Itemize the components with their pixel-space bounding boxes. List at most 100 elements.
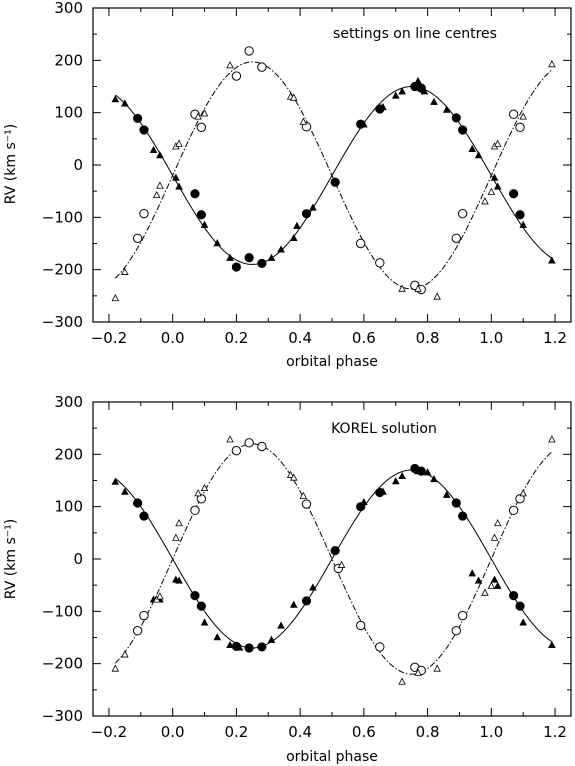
- y-tick-label: 300: [54, 0, 83, 17]
- point-filled-triangle: [156, 151, 164, 159]
- point-open-circle: [231, 445, 242, 456]
- point-filled-triangle: [468, 569, 477, 577]
- y-tick-label: −200: [42, 261, 83, 279]
- point-filled-circle: [451, 498, 461, 508]
- x-tick-label: 1.2: [543, 329, 567, 347]
- y-tick-label: −300: [42, 313, 83, 331]
- point-filled-circle: [244, 643, 254, 653]
- point-filled-circle: [257, 258, 267, 268]
- point-open-triangle: [487, 581, 496, 589]
- point-filled-triangle: [111, 95, 120, 103]
- point-filled-triangle: [379, 487, 387, 495]
- panel-settings-on-line-centres: settings on line centres orbital phase R…: [3, 0, 572, 370]
- point-open-circle: [132, 233, 143, 243]
- point-filled-triangle: [277, 621, 285, 629]
- x-tick-label: 0.6: [352, 723, 376, 741]
- point-open-circle: [244, 46, 254, 56]
- point-filled-circle: [515, 210, 525, 220]
- point-open-circle: [457, 610, 468, 621]
- x-tick-label: 1.0: [479, 723, 503, 741]
- x-tick-label: 0.2: [224, 329, 248, 347]
- point-filled-circle: [190, 591, 200, 601]
- x-axis-label: orbital phase: [286, 354, 378, 370]
- point-filled-triangle: [175, 576, 183, 584]
- point-filled-circle: [196, 601, 206, 611]
- point-filled-triangle: [309, 583, 317, 591]
- x-tick-label: 0.2: [224, 723, 248, 741]
- point-filled-circle: [458, 511, 468, 521]
- point-open-triangle: [200, 109, 209, 117]
- x-tick-label: 1.0: [479, 329, 503, 347]
- point-filled-triangle: [379, 102, 387, 111]
- point-filled-triangle: [121, 99, 129, 107]
- point-filled-triangle: [442, 490, 451, 498]
- point-filled-circle: [139, 511, 149, 521]
- point-filled-triangle: [200, 618, 209, 626]
- point-filled-triangle: [360, 120, 368, 128]
- y-tick-label: 300: [54, 393, 83, 411]
- point-filled-triangle: [309, 203, 317, 211]
- point-filled-triangle: [267, 253, 276, 261]
- y-axis-label: RV (km s⁻¹): [3, 519, 19, 599]
- point-filled-circle: [139, 125, 149, 135]
- panel-korel-solution: KOREL solution orbital phase RV (km s⁻¹)…: [3, 393, 572, 765]
- point-open-triangle: [414, 284, 422, 292]
- point-open-circle: [515, 122, 525, 133]
- point-filled-triangle: [289, 600, 298, 608]
- point-open-triangle: [111, 664, 120, 672]
- point-open-circle: [508, 109, 519, 119]
- point-filled-triangle: [267, 635, 276, 643]
- panel-title: KOREL solution: [331, 421, 437, 437]
- point-filled-circle: [451, 113, 461, 123]
- point-filled-circle: [231, 262, 241, 272]
- point-filled-triangle: [548, 640, 556, 649]
- point-open-triangle: [226, 435, 234, 443]
- point-filled-triangle: [474, 576, 483, 584]
- y-tick-label: 100: [54, 104, 83, 122]
- point-open-circle: [451, 625, 461, 636]
- point-open-circle: [375, 258, 385, 268]
- point-open-triangle: [156, 592, 164, 600]
- point-open-circle: [508, 505, 519, 516]
- point-open-triangle: [175, 518, 183, 527]
- x-tick-label: 0.6: [352, 329, 376, 347]
- x-tick-label: 0.4: [288, 329, 312, 347]
- point-filled-triangle: [423, 468, 432, 476]
- point-filled-triangle: [200, 220, 209, 228]
- point-open-circle: [257, 62, 267, 72]
- y-tick-label: 200: [54, 51, 83, 69]
- point-open-triangle: [337, 560, 346, 568]
- point-open-circle: [132, 625, 143, 636]
- x-tick-label: 0.0: [161, 329, 185, 347]
- y-tick-label: −100: [42, 602, 83, 620]
- point-filled-triangle: [226, 253, 234, 261]
- point-filled-triangle: [442, 105, 451, 113]
- point-filled-triangle: [414, 76, 422, 84]
- point-filled-circle: [257, 642, 267, 652]
- x-axis-label: orbital phase: [286, 749, 378, 765]
- point-filled-triangle: [121, 487, 129, 495]
- point-filled-triangle: [213, 239, 222, 247]
- point-filled-circle: [301, 209, 312, 219]
- point-filled-triangle: [289, 233, 298, 241]
- point-open-triangle: [226, 61, 234, 69]
- y-tick-label: 100: [54, 498, 83, 516]
- point-filled-triangle: [519, 220, 527, 228]
- x-tick-label: 0.0: [161, 723, 185, 741]
- point-filled-circle: [330, 546, 340, 556]
- point-filled-circle: [244, 253, 254, 263]
- point-open-triangle: [289, 93, 298, 101]
- point-filled-triangle: [493, 182, 502, 190]
- point-open-triangle: [121, 267, 129, 275]
- point-filled-triangle: [490, 575, 499, 583]
- point-open-circle: [375, 642, 385, 652]
- point-filled-circle: [133, 498, 143, 508]
- point-open-circle: [196, 122, 207, 133]
- point-open-triangle: [111, 293, 120, 302]
- point-open-circle: [139, 610, 149, 621]
- point-open-triangle: [548, 435, 556, 443]
- point-open-triangle: [493, 518, 502, 527]
- point-open-circle: [515, 494, 525, 504]
- point-open-triangle: [299, 491, 308, 499]
